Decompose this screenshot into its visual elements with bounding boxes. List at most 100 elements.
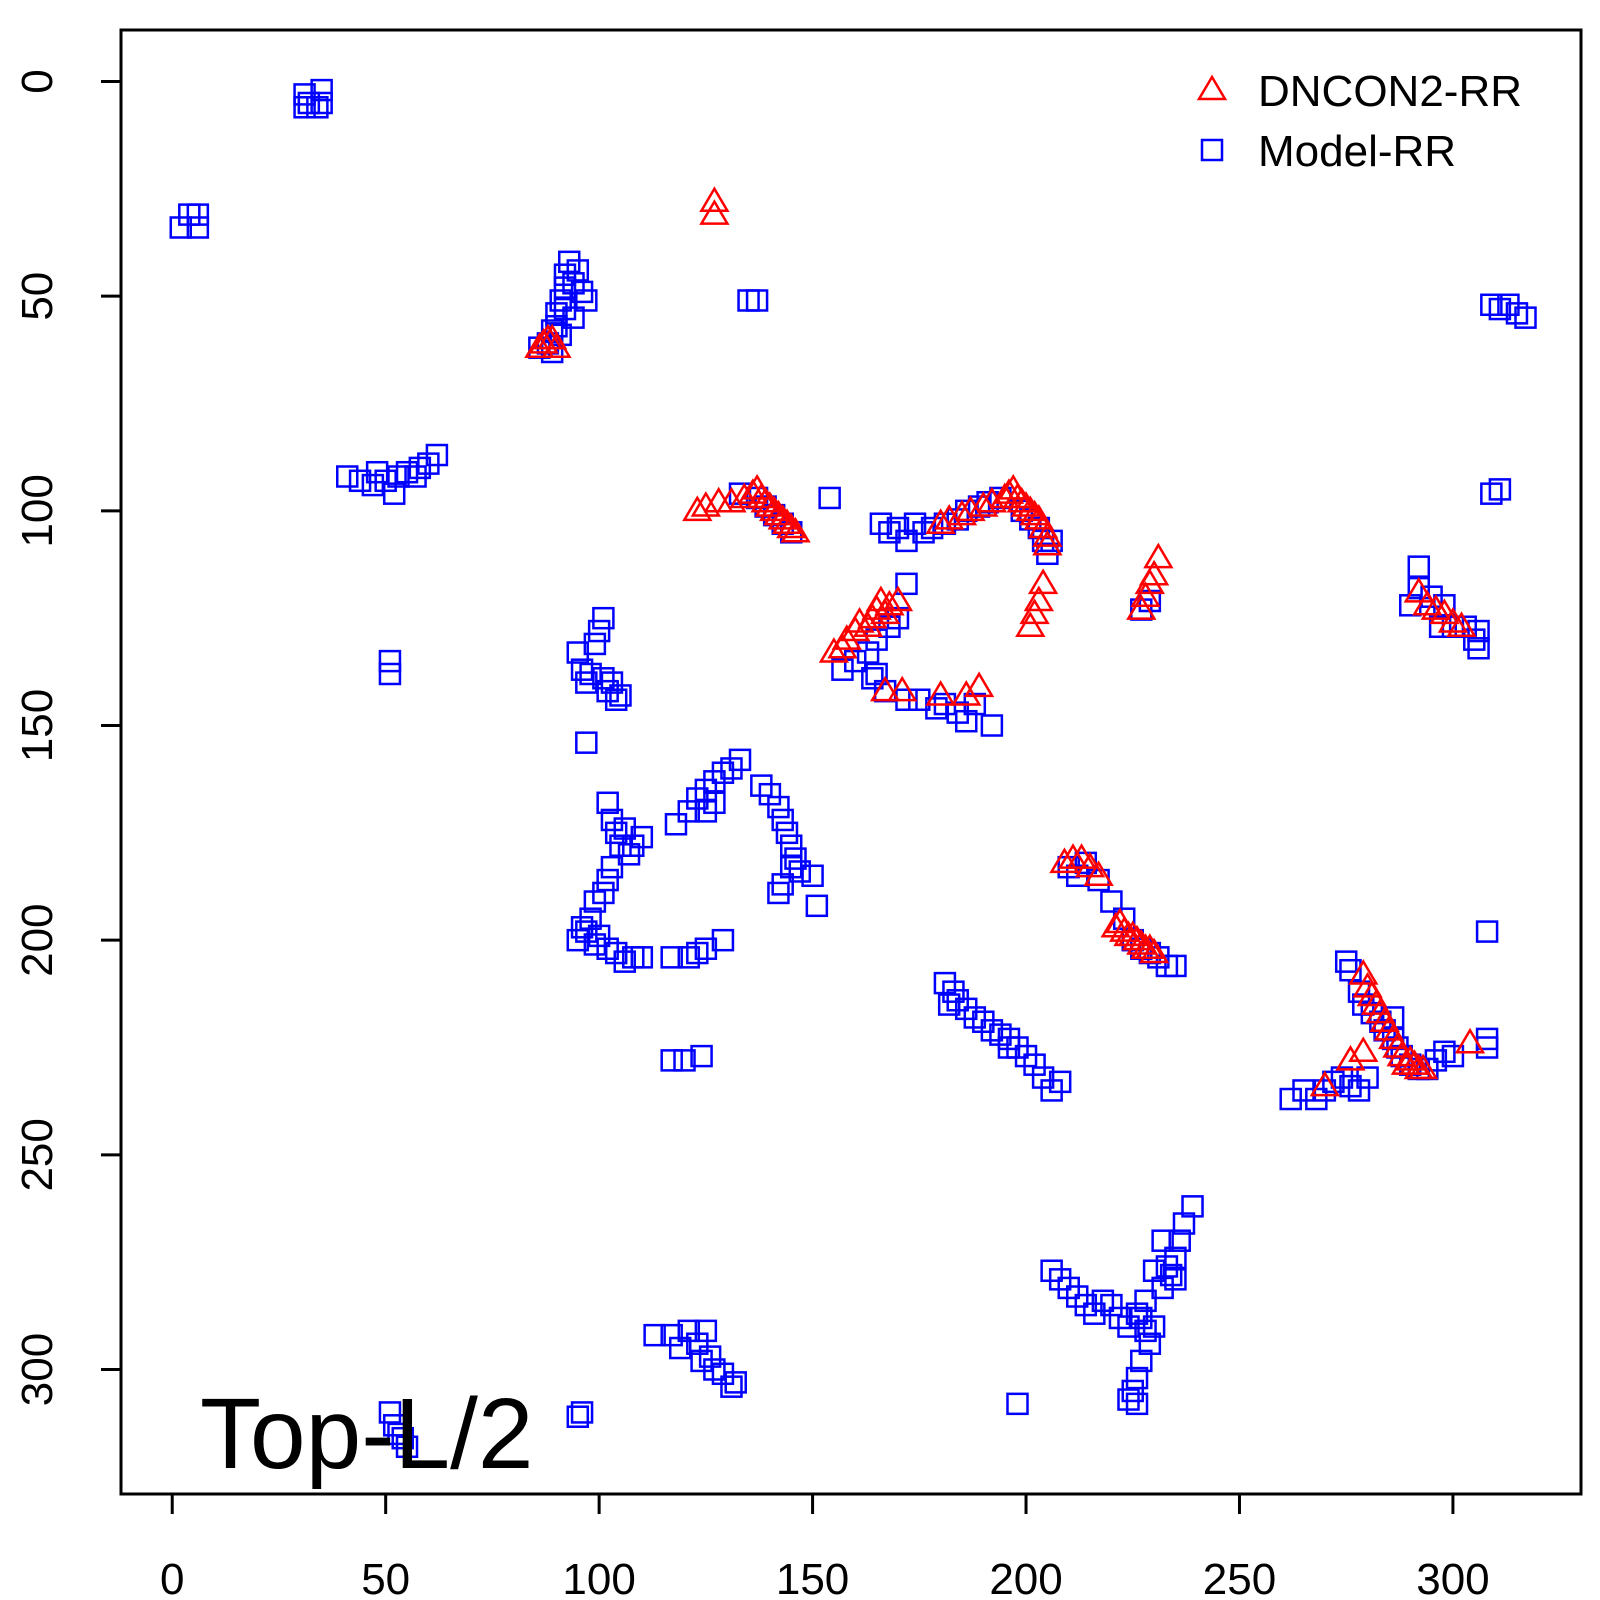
- model-rr-point: [1480, 293, 1503, 317]
- model-rr-point: [1428, 615, 1452, 639]
- model-rr-point: [767, 795, 790, 819]
- model-rr-point: [690, 1349, 713, 1373]
- model-rr-point: [617, 843, 641, 866]
- model-rr-point: [724, 1371, 747, 1394]
- model-rr-point: [604, 688, 628, 711]
- model-rr-point: [169, 216, 193, 239]
- model-rr-point: [425, 443, 449, 467]
- model-rr-point: [698, 1345, 722, 1368]
- model-rr-point: [775, 821, 799, 845]
- model-rr-point: [587, 924, 611, 948]
- model-rr-point: [1441, 1044, 1465, 1068]
- model-rr-point: [1339, 958, 1362, 982]
- model-rr-point: [1100, 1293, 1123, 1317]
- dncon2-rr-point: [1446, 611, 1477, 638]
- dncon2-rr-point: [1454, 1027, 1486, 1054]
- model-rr-point: [549, 289, 572, 312]
- dncon2-rr-point: [887, 675, 918, 702]
- dncon2-rr-point: [874, 589, 905, 616]
- model-rr-point: [553, 263, 577, 286]
- model-rr-point: [703, 1358, 726, 1381]
- model-rr-point: [686, 1332, 709, 1355]
- dncon2-rr-point: [1126, 929, 1157, 955]
- dncon2-rr-point: [1019, 499, 1050, 526]
- model-rr-point: [720, 1375, 743, 1398]
- model-rr-point: [545, 302, 568, 325]
- model-rr-point: [596, 679, 619, 703]
- model-rr-point: [1164, 954, 1187, 978]
- model-rr-point: [408, 456, 432, 480]
- dncon2-rr-point: [1023, 585, 1055, 612]
- model-rr-point: [575, 289, 598, 312]
- model-rr-point: [566, 928, 590, 952]
- model-rr-point: [566, 259, 590, 282]
- model-rr-point: [1125, 1392, 1149, 1416]
- model-rr-point: [1048, 1070, 1072, 1094]
- model-rr-point: [1467, 619, 1490, 643]
- x-tick-label: 300: [1416, 1555, 1489, 1600]
- dncon2-rr-point: [776, 512, 807, 539]
- model-rr-point: [587, 619, 611, 643]
- model-rr-point: [831, 658, 854, 681]
- model-rr-point: [395, 1435, 419, 1459]
- dncon2-rr-point: [1130, 581, 1161, 607]
- dncon2-rr-point: [737, 478, 769, 504]
- model-rr-point: [1322, 1070, 1345, 1094]
- dncon2-rr-point: [699, 199, 730, 225]
- model-rr-point: [784, 847, 807, 870]
- dncon2-rr-point: [968, 491, 999, 517]
- dncon2-rr-point: [955, 495, 986, 522]
- model-rr-point: [613, 950, 636, 973]
- model-rr-point: [677, 800, 701, 823]
- model-rr-point: [1121, 1379, 1145, 1403]
- model-rr-point: [1164, 1268, 1187, 1291]
- model-rr-point: [404, 465, 427, 488]
- model-rr-point: [387, 465, 410, 488]
- dncon2-rr-point: [925, 679, 956, 706]
- model-rr-point: [348, 469, 372, 493]
- model-rr-point: [660, 1323, 683, 1347]
- model-rr-point: [1100, 890, 1123, 913]
- model-rr-point: [1497, 293, 1520, 317]
- model-rr-point: [1066, 1285, 1089, 1308]
- dncon2-rr-point: [933, 503, 965, 530]
- model-rr-point: [1130, 1349, 1153, 1373]
- model-rr-point: [1159, 1263, 1183, 1287]
- model-rr-point: [566, 1405, 590, 1428]
- dncon2-rr-point: [716, 486, 747, 513]
- model-rr-point: [1134, 1289, 1157, 1313]
- dncon2-rr-point: [1109, 916, 1140, 942]
- model-rr-point: [955, 709, 978, 733]
- dncon2-rr-point: [1100, 911, 1131, 938]
- model-rr-point: [690, 1044, 713, 1068]
- model-rr-point: [1155, 1255, 1179, 1278]
- model-rr-point: [711, 761, 735, 784]
- dncon2-rr-point: [869, 675, 901, 702]
- model-rr-point: [1164, 1246, 1187, 1270]
- dncon2-rr-point: [1420, 594, 1452, 620]
- dncon2-rr-point: [524, 332, 555, 358]
- model-rr-point: [575, 671, 598, 694]
- model-rr-point: [779, 855, 803, 879]
- model-rr-point: [592, 667, 615, 690]
- model-rr-point: [1330, 1066, 1354, 1089]
- model-rr-point: [622, 834, 645, 857]
- x-tick-label: 50: [361, 1555, 410, 1600]
- model-rr-point: [382, 482, 406, 505]
- model-rr-point: [946, 989, 969, 1012]
- model-rr-point: [643, 1323, 666, 1347]
- dncon2-rr-point: [925, 508, 956, 534]
- model-rr-point: [703, 770, 726, 793]
- dncon2-rr-point: [699, 186, 730, 212]
- model-rr-point: [583, 632, 607, 656]
- model-rr-point: [553, 276, 577, 299]
- dncon2-rr-point: [951, 679, 982, 706]
- model-rr-point: [562, 272, 585, 295]
- legend-triangle-icon: [1196, 74, 1228, 101]
- model-rr-point: [1514, 306, 1537, 329]
- model-rr-point: [1181, 1195, 1204, 1218]
- model-rr-point: [818, 486, 841, 510]
- dncon2-rr-series: [524, 186, 1486, 1097]
- model-rr-point: [557, 250, 581, 274]
- model-rr-point: [720, 757, 743, 780]
